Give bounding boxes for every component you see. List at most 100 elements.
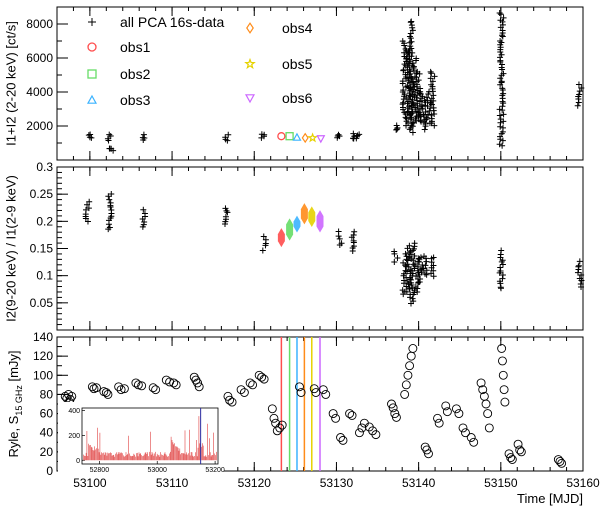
data-point-plus (414, 92, 421, 99)
obs3-point (292, 132, 302, 141)
radio-point (476, 378, 486, 388)
data-point-plus (497, 24, 504, 31)
data-point-plus (259, 247, 266, 254)
data-point-plus (418, 95, 425, 102)
radio-point (194, 382, 204, 392)
y-tick-label: 100 (33, 368, 53, 382)
obs5-hardness-marks (308, 206, 316, 228)
inset-x-tick-label: 53000 (147, 467, 167, 474)
data-point-plus (578, 277, 585, 284)
radio-point (555, 456, 565, 466)
y-tick-label: 0.2 (36, 214, 53, 228)
data-point-plus (351, 228, 358, 235)
obs3-hardness-marks (293, 215, 301, 233)
radio-point (318, 385, 328, 395)
y-tick-label: 0.05 (30, 296, 54, 310)
legend-all-label: all PCA 16s-data (120, 14, 224, 30)
data-point-plus (416, 278, 423, 285)
radio-point (87, 382, 97, 392)
data-point-plus (428, 264, 435, 271)
data-point-plus (497, 285, 504, 292)
radio-point (114, 382, 124, 392)
data-point-plus (105, 221, 112, 228)
legend-obs4-label: obs4 (282, 20, 313, 36)
data-point-plus (499, 66, 506, 73)
data-point-plus (413, 83, 420, 90)
data-point-plus (140, 206, 147, 213)
data-point-plus (431, 110, 438, 117)
y-tick-label: 0.3 (36, 160, 53, 174)
data-point-plus (224, 137, 231, 144)
data-point-plus (412, 261, 419, 268)
data-point-plus (407, 300, 414, 307)
x-tick-label: 53100 (73, 476, 107, 490)
y-tick-label: 140 (33, 330, 53, 344)
radio-point (484, 423, 494, 433)
data-point-plus (408, 53, 415, 60)
data-point-plus (354, 132, 361, 139)
data-point-plus (500, 118, 507, 125)
radio-point (371, 430, 381, 440)
radio-point (557, 458, 567, 468)
obs2-point (285, 132, 294, 141)
radio-point (309, 384, 319, 394)
radio-point (405, 361, 415, 371)
legend-obs5-marker (244, 57, 256, 70)
radio-point (403, 370, 413, 380)
data-point-plus (428, 270, 435, 277)
data-point-plus (400, 280, 407, 287)
radio-point (277, 420, 287, 430)
y-tick-label: 60 (40, 407, 54, 421)
data-point-plus (406, 33, 413, 40)
data-point-plus (575, 81, 582, 88)
data-point-plus (429, 78, 436, 85)
data-point-plus (574, 269, 581, 276)
data-point-plus (497, 11, 504, 18)
data-point-plus (139, 223, 146, 230)
data-point-plus (224, 209, 231, 216)
data-point-plus (106, 196, 113, 203)
radio-point (328, 409, 338, 419)
radio-point (388, 403, 398, 413)
radio-point (478, 385, 488, 395)
data-point-plus (417, 117, 424, 124)
radio-point (355, 428, 364, 438)
data-point-plus (428, 101, 435, 108)
data-point-plus (496, 106, 503, 113)
x-tick-label: 53150 (484, 476, 518, 490)
data-point-plus (82, 215, 89, 222)
radio-point (441, 401, 451, 411)
data-point-plus (348, 234, 355, 241)
radio-point (406, 351, 416, 361)
data-point-plus (406, 285, 413, 292)
data-point-plus (418, 118, 425, 125)
data-point-plus (139, 215, 146, 222)
radio-point (169, 378, 179, 388)
data-point-plus (410, 245, 417, 252)
data-point-plus (421, 126, 428, 133)
ylabel-unit: [mJy] (6, 350, 21, 385)
radio-point (345, 409, 355, 419)
radio-point (236, 385, 246, 395)
data-point-plus (409, 27, 416, 34)
radio-point (424, 449, 433, 459)
data-point-plus (404, 257, 411, 264)
data-point-plus (496, 112, 503, 119)
obs6-hardness-marks (316, 210, 324, 233)
data-point-plus (404, 245, 411, 252)
data-point-plus (404, 109, 411, 116)
y-tick-label: 80 (40, 387, 54, 401)
data-point-plus (412, 57, 419, 64)
data-point-plus (403, 122, 410, 129)
radio-point (225, 395, 235, 405)
data-point-plus (402, 267, 409, 274)
data-point-plus (106, 131, 113, 138)
obs4-hardness-marks (300, 203, 308, 225)
data-point-plus (335, 233, 342, 240)
data-point-plus (84, 218, 91, 225)
data-point-plus (409, 60, 416, 67)
data-point-plus (574, 102, 581, 109)
data-point-plus (428, 70, 435, 77)
data-point-plus (107, 203, 114, 210)
data-point-plus (353, 135, 360, 142)
